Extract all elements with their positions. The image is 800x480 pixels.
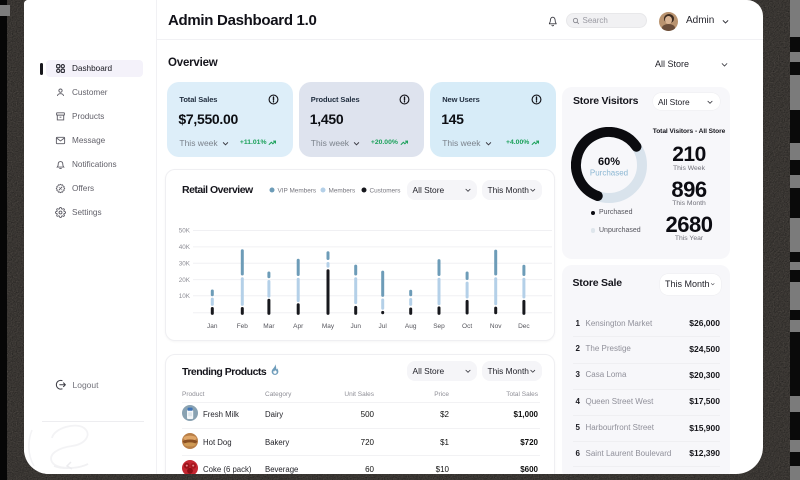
svg-text:May: May	[322, 323, 335, 330]
svg-text:Nov: Nov	[490, 323, 502, 330]
svg-text:Jan: Jan	[207, 323, 218, 330]
svg-text:Feb: Feb	[237, 323, 249, 330]
svg-text:50K: 50K	[179, 228, 191, 235]
svg-text:Dec: Dec	[518, 323, 530, 330]
svg-text:40K: 40K	[179, 244, 191, 251]
svg-text:Jun: Jun	[350, 323, 361, 330]
svg-text:VIP Members: VIP Members	[278, 188, 317, 195]
svg-text:Mar: Mar	[263, 323, 275, 330]
svg-text:Apr: Apr	[293, 323, 304, 330]
svg-text:60%: 60%	[598, 156, 620, 168]
svg-text:Sep: Sep	[433, 323, 445, 330]
svg-text:Members: Members	[329, 188, 356, 195]
svg-text:30K: 30K	[179, 260, 191, 267]
svg-text:Purchased: Purchased	[590, 168, 628, 177]
svg-text:Jul: Jul	[379, 323, 388, 330]
svg-text:Aug: Aug	[405, 323, 417, 330]
svg-text:Customers: Customers	[370, 188, 401, 195]
svg-text:Oct: Oct	[462, 323, 472, 330]
svg-text:20K: 20K	[179, 277, 191, 284]
svg-text:10K: 10K	[179, 293, 191, 300]
